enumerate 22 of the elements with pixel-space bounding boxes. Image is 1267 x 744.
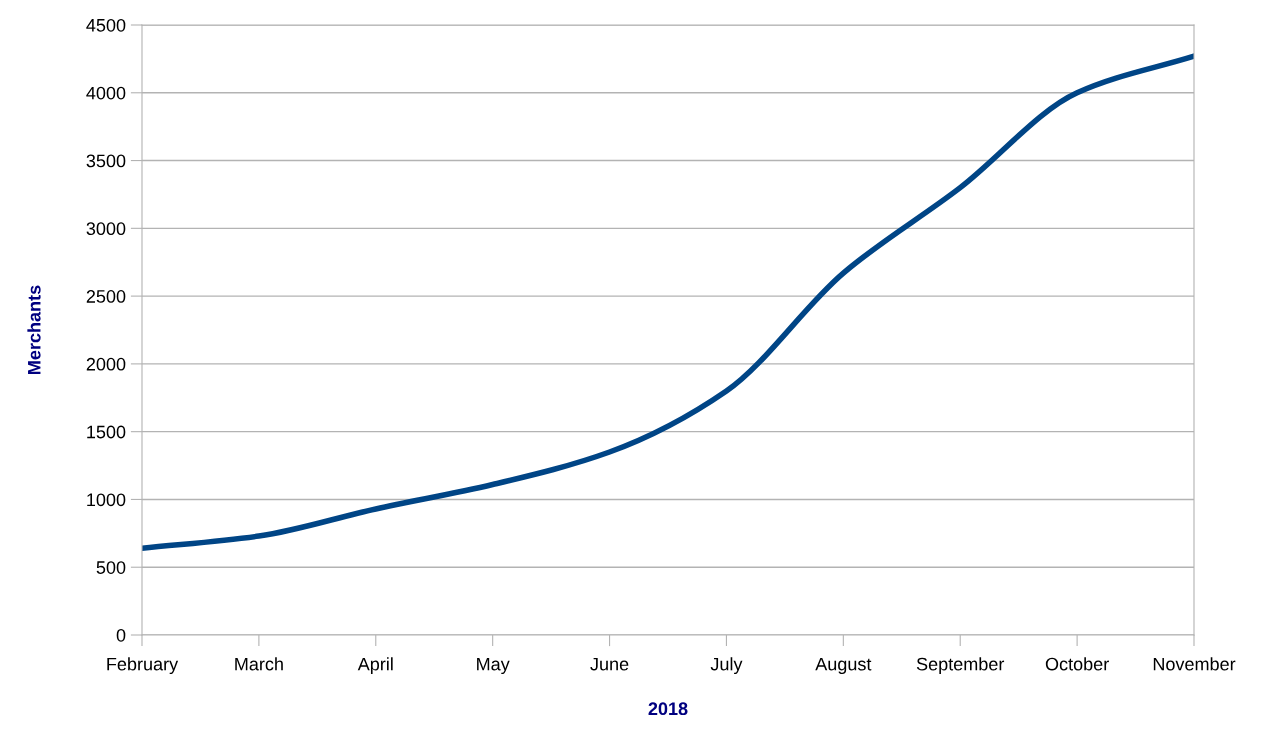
y-tick-label: 3500 bbox=[86, 154, 126, 168]
y-tick-label: 1000 bbox=[87, 493, 126, 507]
x-axis-title: 2018 bbox=[648, 702, 688, 716]
x-tick-label: July bbox=[710, 657, 743, 675]
x-tick-label: March bbox=[235, 657, 283, 671]
x-tick-label: February bbox=[107, 657, 179, 675]
x-tick-label: April bbox=[357, 657, 393, 675]
x-tick-label: September bbox=[916, 657, 1005, 675]
y-tick-label: 2000 bbox=[86, 357, 126, 371]
y-tick-label: 0 bbox=[116, 628, 126, 642]
x-tick-label: May bbox=[477, 657, 510, 675]
x-tick-label: August bbox=[815, 657, 872, 675]
y-tick-label: 4000 bbox=[86, 86, 126, 100]
y-tick-label: 500 bbox=[96, 561, 126, 574]
x-tick-label: October bbox=[1045, 657, 1109, 671]
y-axis-title: Merchants bbox=[27, 285, 41, 374]
x-tick-label: June bbox=[590, 657, 629, 671]
y-tick-label: 4500 bbox=[86, 18, 126, 32]
x-tick-label: November bbox=[1153, 657, 1236, 671]
y-tick-label: 3000 bbox=[86, 222, 126, 236]
y-tick-label: 2500 bbox=[86, 290, 126, 303]
y-tick-label: 1500 bbox=[87, 425, 126, 439]
